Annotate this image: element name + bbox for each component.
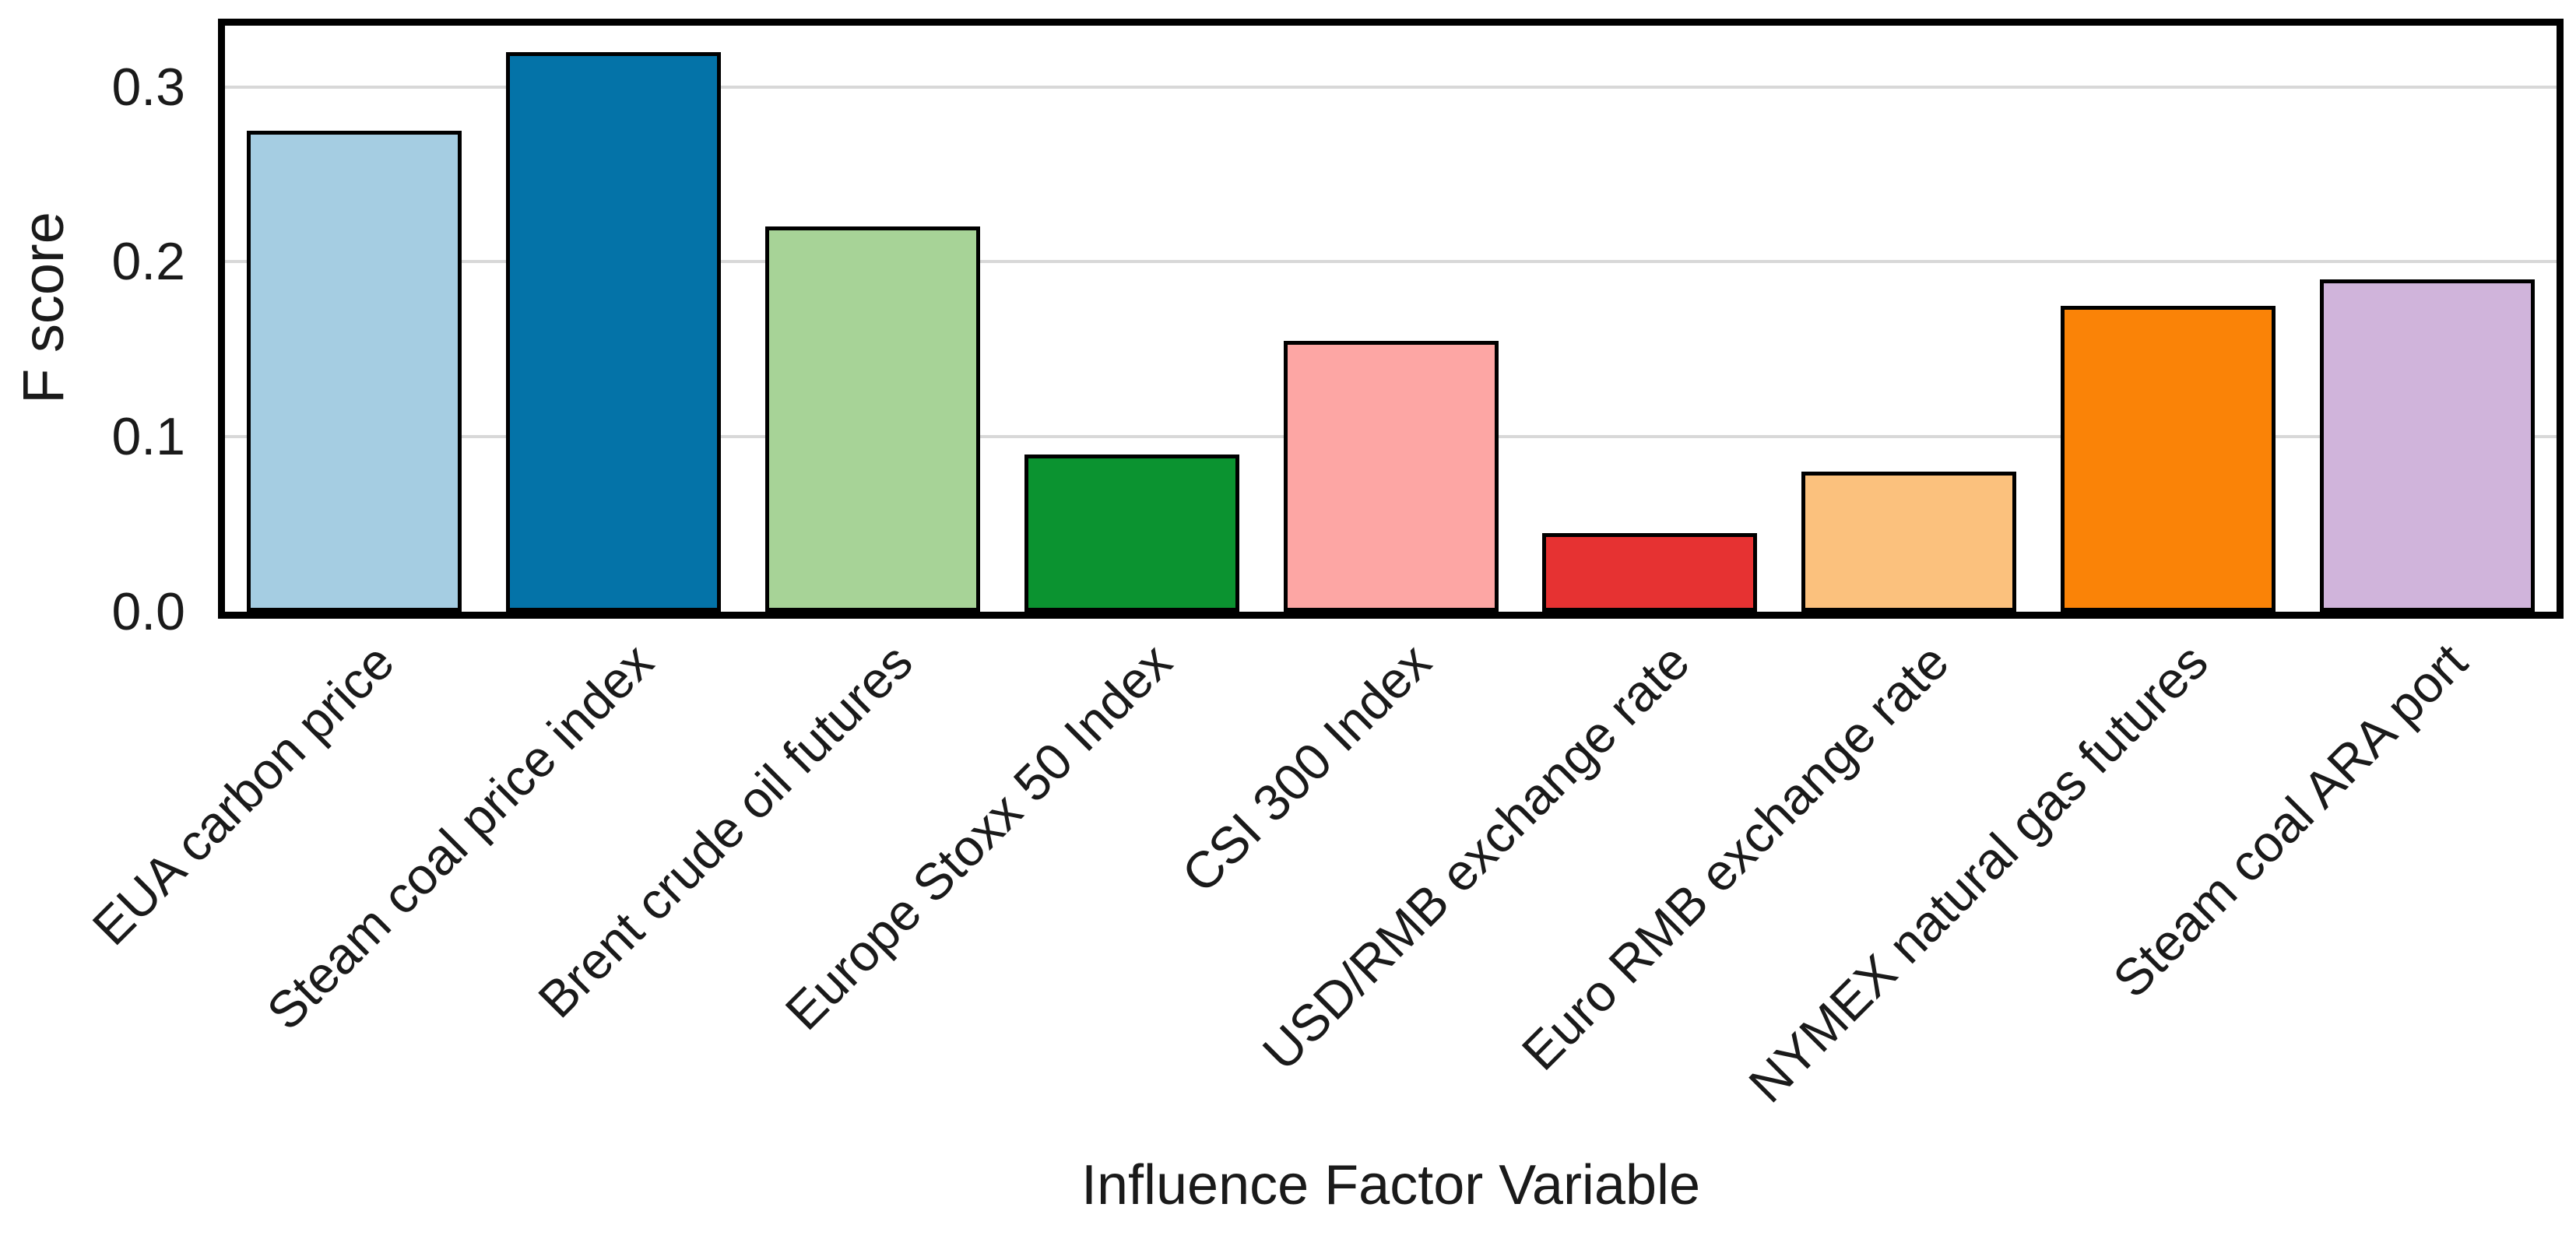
x-tick-label-usd-rmb-exchange-rate: USD/RMB exchange rate [1251,632,1701,1081]
y-tick-label-0.1: 0.1 [111,407,185,467]
bar-europe-stoxx-50-index [1024,455,1239,612]
y-tick-label-0.2: 0.2 [111,232,185,292]
bar-brent-crude-oil-futures [764,226,980,612]
x-tick-label-euro-rmb-exchange-rate: Euro RMB exchange rate [1510,632,1959,1081]
bar-csi-300-index [1283,341,1499,612]
gridline-0.2 [225,260,2557,264]
gridline-0.3 [225,85,2557,89]
bar-eua-carbon-price [247,131,462,612]
x-axis-title: Influence Factor Variable [1081,1154,1701,1216]
bar-steam-coal-ara-port [2319,279,2535,612]
plot-area [218,19,2564,619]
bar-nymex-natural-gas-futures [2060,306,2276,612]
bar-steam-coal-price-index [506,52,722,612]
y-tick-label-0.3: 0.3 [111,57,185,117]
x-tick-label-csi-300-index: CSI 300 Index [1170,632,1442,904]
y-tick-label-0.0: 0.0 [111,582,185,641]
x-tick-label-nymex-natural-gas-futures: NYMEX natural gas futures [1737,632,2219,1114]
plot-inner [225,26,2557,612]
bar-euro-rmb-exchange-rate [1801,472,2017,612]
bar-usd-rmb-exchange-rate [1542,533,1758,612]
